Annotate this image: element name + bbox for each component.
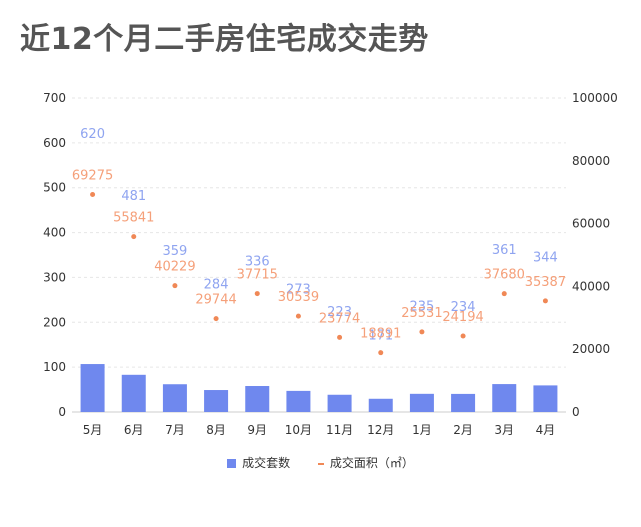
x-tick-label: 4月	[536, 423, 556, 437]
area-value-label: 69275	[72, 168, 113, 183]
bar	[409, 393, 434, 412]
area-dot	[254, 291, 260, 297]
left-tick-label: 600	[43, 136, 66, 150]
legend-item-bar[interactable]: 成交套数	[227, 454, 290, 471]
legend: 成交套数 成交面积（㎡）	[0, 454, 641, 471]
bar-value-label: 344	[533, 251, 558, 266]
x-tick-label: 2月	[453, 423, 473, 437]
bar	[121, 374, 146, 412]
left-tick-label: 300	[43, 270, 66, 284]
left-tick-label: 100	[43, 360, 66, 374]
area-dot	[131, 234, 137, 240]
right-tick-label: 0	[572, 405, 580, 419]
area-dot	[295, 313, 301, 319]
left-tick-label: 400	[43, 226, 66, 240]
area-value-label: 35387	[525, 275, 566, 290]
area-value-label: 23774	[319, 311, 360, 326]
bar-series	[80, 364, 558, 412]
right-tick-label: 20000	[572, 342, 610, 356]
bar	[80, 364, 105, 412]
area-value-label: 37715	[237, 268, 278, 283]
area-dot	[419, 329, 425, 335]
bar-value-label: 359	[163, 244, 188, 259]
right-tick-label: 80000	[572, 154, 610, 168]
left-tick-label: 500	[43, 181, 66, 195]
legend-line-label: 成交面积（㎡）	[329, 456, 414, 470]
x-tick-label: 1月	[412, 423, 432, 437]
area-value-label: 24194	[442, 310, 483, 325]
bar	[204, 390, 229, 412]
area-value-label: 29744	[195, 293, 236, 308]
bar-value-label: 234	[451, 300, 476, 315]
left-tick-label: 700	[43, 91, 66, 105]
right-axis-ticks: 0 20000 40000 60000 80000 100000	[572, 91, 618, 419]
bar	[533, 385, 558, 412]
bar-value-label: 284	[204, 278, 229, 293]
bar	[368, 398, 393, 412]
bar	[451, 393, 476, 412]
area-value-label: 18891	[360, 327, 401, 342]
area-dot	[542, 298, 548, 304]
x-axis-ticks: 5月 6月 7月 8月 9月 10月 11月 12月 1月 2月 3月 4月	[83, 423, 555, 437]
area-value-label: 40229	[154, 260, 195, 275]
bar-value-label: 171	[368, 328, 393, 343]
bar	[245, 386, 270, 412]
legend-line-swatch	[317, 462, 324, 465]
grid-lines	[72, 97, 566, 413]
x-tick-label: 11月	[326, 423, 353, 437]
x-tick-label: 12月	[367, 423, 394, 437]
bar	[492, 384, 517, 412]
area-value-label: 55841	[113, 211, 154, 226]
bar	[327, 394, 352, 412]
x-tick-label: 9月	[247, 423, 267, 437]
legend-bar-swatch	[227, 459, 237, 468]
chart-svg: 0 100 200 300 400 500 600 700 0 20000 40000 60000 8…	[43, 91, 618, 437]
bar-value-label: 481	[121, 189, 146, 204]
right-tick-label: 100000	[572, 91, 618, 105]
legend-bar-label: 成交套数	[242, 456, 291, 470]
right-tick-label: 40000	[572, 279, 610, 293]
bar	[162, 384, 187, 412]
area-dot	[337, 334, 343, 340]
area-dot	[213, 316, 219, 322]
x-tick-label: 10月	[285, 423, 312, 437]
area-dot	[172, 283, 178, 289]
x-tick-label: 7月	[165, 423, 185, 437]
bar-value-label: 223	[327, 305, 352, 320]
bar	[286, 390, 311, 412]
bar-value-label: 336	[245, 254, 270, 269]
left-axis-ticks: 0 100 200 300 400 500 600 700	[43, 91, 66, 419]
bar-value-label: 235	[410, 300, 435, 315]
x-tick-label: 8月	[206, 423, 226, 437]
area-dot	[501, 291, 507, 297]
area-value-label: 37680	[484, 268, 525, 283]
right-tick-label: 60000	[572, 217, 610, 231]
dot-series	[90, 191, 548, 356]
area-value-label: 25531	[401, 306, 442, 321]
left-tick-label: 0	[58, 405, 66, 419]
bar-value-label: 361	[492, 243, 517, 258]
legend-item-line[interactable]: 成交面积（㎡）	[317, 454, 414, 471]
x-tick-label: 6月	[124, 423, 144, 437]
x-tick-label: 3月	[494, 423, 514, 437]
x-tick-label: 5月	[83, 423, 103, 437]
bar-value-label: 620	[80, 127, 105, 142]
left-tick-label: 200	[43, 315, 66, 329]
area-dot	[378, 350, 384, 356]
chart-title: 近12个月二手房住宅成交走势	[20, 22, 429, 57]
area-value-label: 30539	[278, 290, 319, 305]
area-dot	[460, 333, 466, 339]
area-dot	[90, 191, 96, 197]
bar-value-label: 273	[286, 283, 311, 298]
